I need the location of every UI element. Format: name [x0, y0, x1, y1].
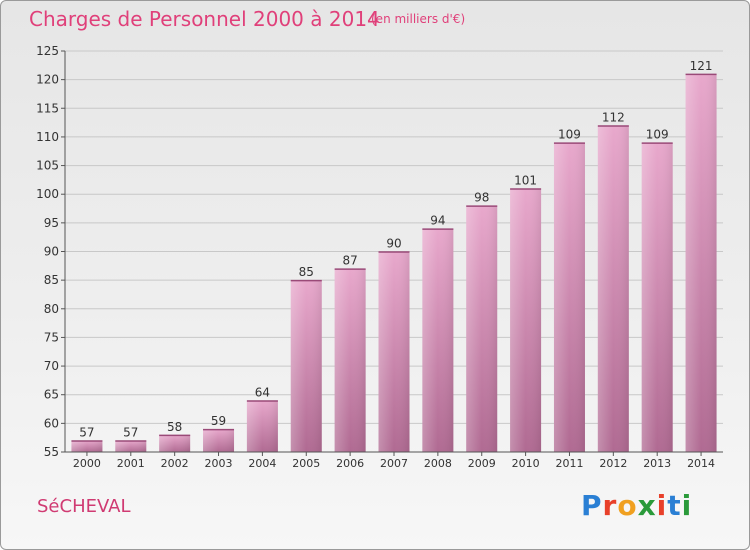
data-label: 58	[167, 420, 182, 434]
y-tick-label: 110	[36, 130, 59, 144]
data-label: 87	[342, 254, 357, 268]
x-tick-label: 2003	[205, 457, 233, 470]
chart-unit-label: (en milliers d'€)	[371, 12, 466, 26]
x-tick-label: 2002	[161, 457, 189, 470]
x-tick-label: 2008	[424, 457, 452, 470]
logo-letter: i	[681, 489, 693, 522]
bar-shade-2005	[290, 280, 322, 452]
bar-shade-2001	[115, 440, 147, 452]
x-tick-label: 2006	[336, 457, 364, 470]
bar-shade-2012	[597, 125, 629, 452]
y-tick-label: 105	[36, 159, 59, 173]
y-tick-label: 55	[44, 445, 59, 459]
bar-shade-2004	[246, 400, 278, 452]
bar-shade-2002	[159, 434, 191, 452]
logo-letter: i	[656, 489, 668, 522]
x-tick-label: 2004	[248, 457, 276, 470]
x-tick-label: 2000	[73, 457, 101, 470]
y-tick-label: 60	[44, 416, 59, 430]
x-tick-label: 2011	[555, 457, 583, 470]
data-label: 57	[123, 426, 138, 440]
data-label: 109	[558, 128, 581, 142]
data-label: 59	[211, 414, 226, 428]
bar-shade-2014	[685, 73, 717, 453]
y-tick-label: 85	[44, 273, 59, 287]
x-tick-label: 2014	[687, 457, 715, 470]
x-tick-label: 2007	[380, 457, 408, 470]
data-label: 101	[514, 173, 537, 187]
data-label: 64	[255, 385, 270, 399]
y-tick-label: 100	[36, 187, 59, 201]
y-tick-label: 65	[44, 388, 59, 402]
place-name: SéCHEVAL	[37, 496, 131, 517]
y-tick-label: 125	[36, 44, 59, 58]
data-label: 94	[430, 214, 445, 228]
y-tick-label: 70	[44, 359, 59, 373]
bar-shade-2007	[378, 251, 410, 452]
data-label: 98	[474, 191, 489, 205]
bar-shade-2000	[71, 440, 103, 452]
x-tick-label: 2013	[643, 457, 671, 470]
logo-letter: o	[617, 489, 638, 522]
x-tick-label: 2010	[512, 457, 540, 470]
x-tick-label: 2009	[468, 457, 496, 470]
data-label: 109	[646, 128, 669, 142]
axes: 55 60 65 70 75 80 85 90 95 100 105 110 115 120 125 2000…	[36, 44, 723, 470]
proxiti-logo[interactable]: Proxiti	[581, 489, 692, 522]
x-tick-label: 2005	[292, 457, 320, 470]
data-label: 121	[690, 59, 713, 73]
bars: 57 57 58 59 64 85 87 90 94 98 101 109 112 109 121	[71, 59, 717, 453]
data-label: 85	[299, 265, 314, 279]
y-tick-label: 80	[44, 302, 59, 316]
data-label: 112	[602, 110, 625, 124]
bar-shade-2008	[422, 228, 454, 452]
bar-shade-2006	[334, 268, 366, 452]
y-tick-label: 115	[36, 101, 59, 115]
logo-letter: P	[581, 489, 603, 522]
y-tick-label: 120	[36, 73, 59, 87]
logo-letter: t	[667, 489, 682, 522]
bar-shade-2011	[553, 142, 585, 452]
bar-shade-2010	[510, 188, 542, 452]
x-tick-label: 2012	[599, 457, 627, 470]
x-tick-label: 2001	[117, 457, 145, 470]
chart-title: Charges de Personnel 2000 à 2014	[29, 7, 380, 31]
data-label: 90	[386, 237, 401, 251]
y-tick-label: 90	[44, 245, 59, 259]
bar-shade-2009	[466, 205, 498, 452]
bar-shade-2003	[203, 429, 235, 452]
y-tick-label: 75	[44, 330, 59, 344]
logo-letter: r	[602, 489, 618, 522]
bar-shade-2013	[641, 142, 673, 452]
logo-letter: x	[637, 489, 657, 522]
y-tick-label: 95	[44, 216, 59, 230]
data-label: 57	[79, 426, 94, 440]
